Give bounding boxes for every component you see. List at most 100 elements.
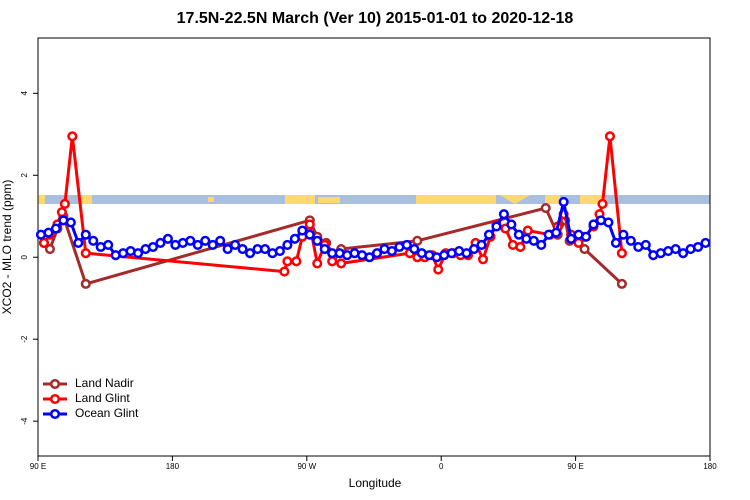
y-axis-label: XCO2 - MLO trend (ppm) [0,180,14,315]
data-point [155,237,166,248]
data-point [581,231,592,242]
data-point [693,241,704,253]
data-point [237,243,248,255]
data-point [80,248,91,259]
data-point [192,239,203,251]
data-point [386,246,397,257]
data-point [640,239,651,251]
data-point [73,237,84,248]
data-point [65,217,76,228]
data-point [409,243,420,255]
data-point [618,229,629,240]
plot-frame [37,37,711,457]
data-point [483,229,495,240]
data-point [38,237,50,248]
data-point [80,278,91,289]
data-point [477,254,489,265]
data-point [215,235,226,246]
legend-marker [49,408,61,420]
data-point [56,207,67,218]
x-tick-label: 90 W [297,462,316,471]
data-point [616,248,627,259]
data-point [579,243,590,255]
data-point [162,233,173,244]
x-tick-label: 90 E [567,462,583,471]
data-point [603,217,614,228]
data-point [230,239,241,251]
data-point [222,243,233,255]
data-point [304,219,315,230]
data-point [670,243,681,255]
data-point [274,246,285,257]
data-point [80,229,91,240]
data-point [147,241,159,253]
legend-label: Land Nadir [75,376,134,390]
data-point [625,235,636,246]
data-point [43,227,54,238]
data-point [558,196,569,207]
y-tick-label: -4 [20,417,29,425]
data-point [364,252,375,263]
data-point [327,256,338,267]
legend-marker [49,378,61,390]
data-point [433,264,444,275]
legend-label: Land Glint [75,391,130,405]
data-point [616,278,627,289]
data-point [412,235,423,246]
legend-marker [49,393,61,405]
x-axis-label: Longitude [349,476,402,490]
data-point [259,243,271,255]
data-point [103,239,114,251]
data-point [297,225,308,236]
data-point [304,229,315,240]
data-point [610,237,621,248]
data-point [279,266,290,277]
map-strip [38,195,710,204]
x-tick-label: 90 E [30,462,46,471]
data-point [566,233,577,244]
data-point [540,203,551,214]
data-point [522,225,533,236]
data-point [604,131,615,142]
data-point [282,239,293,251]
data-point [498,209,509,220]
data-point [700,237,711,248]
data-point [312,235,323,246]
legend-label: Ocean Glint [75,406,139,420]
data-point [336,258,347,269]
data-point [133,248,144,259]
data-point [536,239,547,251]
data-point [59,198,70,210]
data-point [476,239,487,251]
data-point [513,229,524,240]
x-tick-label: 180 [166,462,180,471]
data-point [469,243,480,255]
chart-title: 17.5N-22.5N March (Ver 10) 2015-01-01 to… [177,10,574,27]
y-tick-label: -2 [20,335,29,343]
data-point [401,239,412,251]
y-tick-label: 2 [20,173,29,178]
y-tick-label: 0 [20,254,29,259]
data-point [88,235,99,246]
data-point [282,256,293,267]
data-point [67,131,78,142]
data-point [44,243,55,255]
data-point [515,241,526,253]
series [35,196,711,263]
data-point [371,248,383,259]
data-point [528,235,539,246]
data-point [461,248,472,259]
data-point [319,243,330,255]
data-point [597,198,608,210]
data-point [506,219,517,230]
data-point [50,223,61,234]
data-point [207,239,218,251]
data-point [551,227,562,238]
data-point [185,235,196,246]
data-point [678,248,689,259]
data-point [289,233,300,244]
y-tick-label: 4 [20,91,29,96]
data-point [245,248,256,259]
